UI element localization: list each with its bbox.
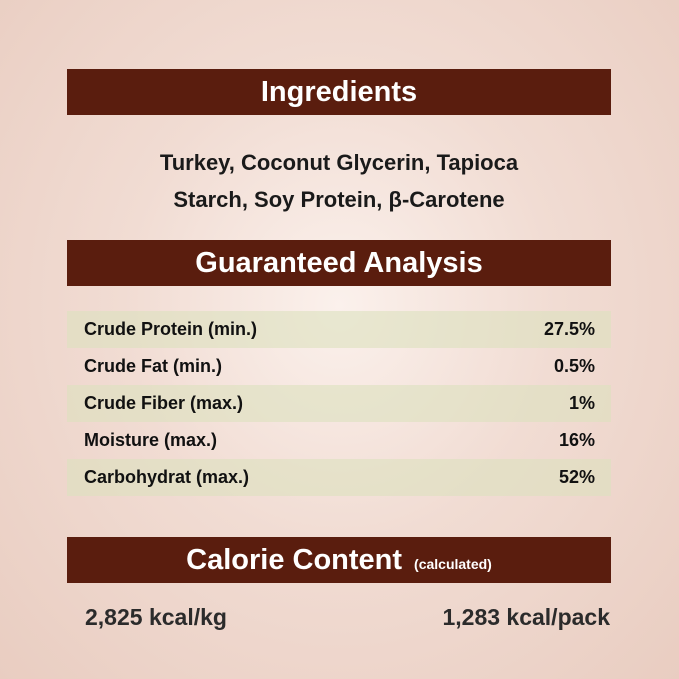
row-label: Crude Protein (min.) [84,319,258,339]
ingredients-banner: Ingredients [67,69,611,115]
row-value: 16% [558,430,595,450]
ingredients-line-1: Turkey, Coconut Glycerin, Tapioca [159,150,519,175]
ingredients-line-2: Starch, Soy Protein, β-Carotene [173,187,505,212]
ingredients-title: Ingredients [260,76,418,108]
row-label: Crude Fiber (max.) [84,393,244,413]
row-label: Carbohydrat (max.) [84,467,250,487]
analysis-row: Carbohydrat (max.) 52% [67,459,611,496]
calorie-per-pack: 1,283 kcal/pack [442,604,610,630]
analysis-row: Crude Fat (min.) 0.5% [67,348,611,385]
row-label: Crude Fat (min.) [84,356,222,376]
analysis-row: Crude Fiber (max.) 1% [67,385,611,422]
row-value: 27.5% [543,319,595,339]
calorie-banner: Calorie Content (calculated) [67,537,611,583]
analysis-row: Crude Protein (min.) 27.5% [67,311,611,348]
analysis-title: Guaranteed Analysis [195,247,483,279]
row-value: 52% [558,467,595,487]
calorie-subtitle: (calculated) [414,556,492,572]
row-label: Moisture (max.) [84,430,218,450]
row-value: 1% [568,393,595,413]
analysis-banner: Guaranteed Analysis [67,240,611,286]
calorie-title: Calorie Content [186,544,403,576]
ingredients-text: Turkey, Coconut Glycerin, Tapioca Starch… [67,144,611,218]
calorie-per-kg: 2,825 kcal/kg [85,604,227,630]
row-value: 0.5% [553,356,595,376]
analysis-row: Moisture (max.) 16% [67,422,611,459]
